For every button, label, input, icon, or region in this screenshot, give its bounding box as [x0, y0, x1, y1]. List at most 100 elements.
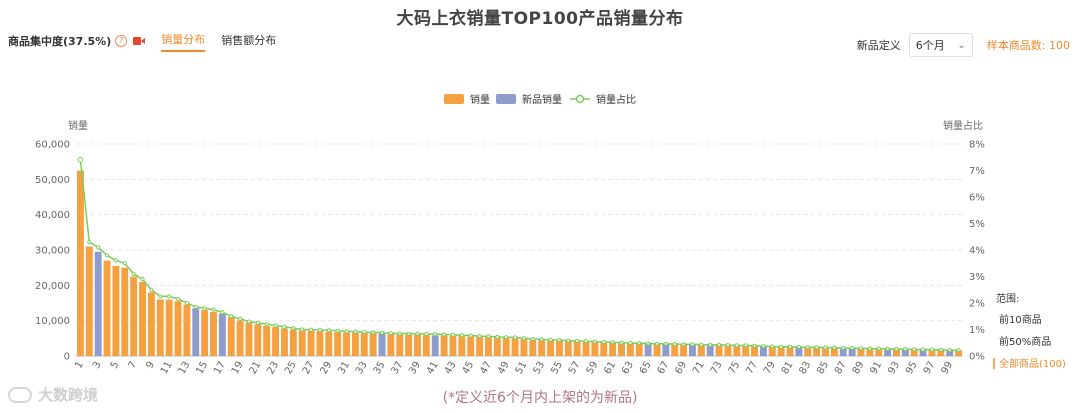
x-tick-label: 15 [194, 360, 210, 377]
bar-sales [857, 348, 865, 356]
x-tick-label: 27 [301, 360, 317, 377]
x-tick-label: 39 [407, 360, 423, 377]
x-tick-label: 73 [709, 360, 725, 377]
bar-sales [609, 342, 617, 356]
share-point [708, 342, 713, 347]
x-tick-label: 41 [425, 360, 441, 377]
bar-sales [343, 332, 350, 356]
range-option[interactable]: 前50%商品 [999, 335, 1051, 348]
y-tick-left: 60,000 [35, 140, 70, 151]
bar-sales [183, 304, 191, 356]
bar-sales [263, 325, 271, 356]
y-tick-right: 3% [969, 272, 985, 283]
share-point [122, 261, 127, 266]
share-point [77, 156, 84, 163]
y-tick-right: 1% [969, 325, 985, 336]
bar-sales [697, 345, 705, 356]
x-tick-label: 1 [73, 360, 86, 371]
video-icon[interactable] [133, 37, 146, 45]
share-point [291, 326, 296, 331]
share-point [601, 339, 606, 345]
bar-new-product [94, 251, 102, 356]
share-point [637, 341, 642, 346]
tab-revenue-distribution[interactable]: 销售额分布 [221, 33, 277, 47]
share-point [477, 334, 482, 339]
watermark-text: 大数跨境 [38, 386, 99, 404]
share-point [184, 300, 189, 306]
bar-sales [245, 322, 253, 356]
x-tick-label: 91 [868, 360, 884, 377]
legend-swatch-sales [444, 94, 464, 104]
share-point [929, 347, 935, 352]
bar-sales [298, 330, 306, 356]
bar-sales [422, 335, 430, 356]
share-point [654, 341, 660, 346]
toolbar: 商品集中度(37.5%) ? 销量分布 销售额分布 [8, 31, 277, 52]
share-point [663, 341, 668, 346]
y-axis-right-title: 销量占比 [943, 119, 983, 132]
help-icon[interactable]: ? [115, 35, 128, 47]
share-point [725, 343, 731, 348]
share-point [113, 258, 119, 263]
x-tick-label: 79 [762, 360, 778, 377]
bar-sales [768, 346, 776, 356]
legend-marker-share [575, 94, 585, 104]
share-point [690, 342, 695, 347]
bar-new-product [795, 347, 803, 356]
footnote: (*定义近6个月内上架的为新品) [442, 390, 638, 406]
bar-sales [254, 324, 262, 356]
bar-sales [440, 335, 448, 356]
x-tick-label: 93 [886, 360, 902, 377]
share-point [903, 347, 908, 352]
bar-new-product [884, 349, 892, 356]
x-tick-label: 81 [780, 360, 796, 377]
bar-sales [174, 301, 182, 356]
x-tick-label: 77 [744, 360, 760, 377]
share-point [362, 330, 367, 335]
share-point [273, 323, 278, 328]
share-point [566, 338, 571, 343]
tab-sales-distribution[interactable]: 销量分布 [161, 31, 206, 52]
share-point [752, 343, 757, 348]
share-point [779, 344, 784, 349]
x-tick-label: 37 [389, 360, 405, 377]
chevron-down-icon: ⌄ [957, 39, 966, 51]
bar-sales [520, 339, 528, 356]
share-point [646, 341, 651, 346]
bar-sales [405, 334, 413, 356]
bar-sales [582, 341, 590, 356]
share-point [246, 319, 252, 324]
bar-new-product [759, 346, 767, 356]
bar-sales [458, 336, 466, 356]
bar-sales [334, 331, 342, 356]
share-point [504, 335, 509, 340]
period-select[interactable]: 6个月 ⌄ [908, 33, 973, 57]
sample-count: 样本商品数: 100 [986, 39, 1070, 52]
x-tick-label: 19 [230, 360, 246, 377]
share-point [450, 332, 456, 337]
share-point [459, 333, 464, 338]
page-title: 大码上衣销量TOP100产品销量分布 [396, 9, 684, 29]
bar-sales [476, 336, 484, 356]
bar-sales [547, 340, 555, 356]
x-tick-label: 45 [460, 360, 476, 377]
range-option[interactable]: 全部商品(100) [999, 357, 1066, 370]
share-point [832, 345, 837, 350]
share-point [317, 327, 323, 333]
share-point [521, 336, 527, 341]
x-tick-label: 71 [691, 360, 707, 377]
period-select-value: 6个月 [915, 39, 945, 52]
share-point [379, 330, 385, 335]
bar-new-product [431, 335, 439, 356]
bar-sales [724, 345, 732, 356]
bar-sales [493, 337, 501, 356]
bar-new-product [192, 308, 200, 356]
share-point [681, 342, 686, 347]
x-tick-label: 67 [656, 360, 672, 377]
range-option[interactable]: 前10商品 [999, 313, 1042, 326]
bar-new-product [919, 349, 927, 356]
share-point [539, 337, 544, 342]
share-point [894, 347, 899, 352]
bar-new-product [662, 344, 670, 356]
